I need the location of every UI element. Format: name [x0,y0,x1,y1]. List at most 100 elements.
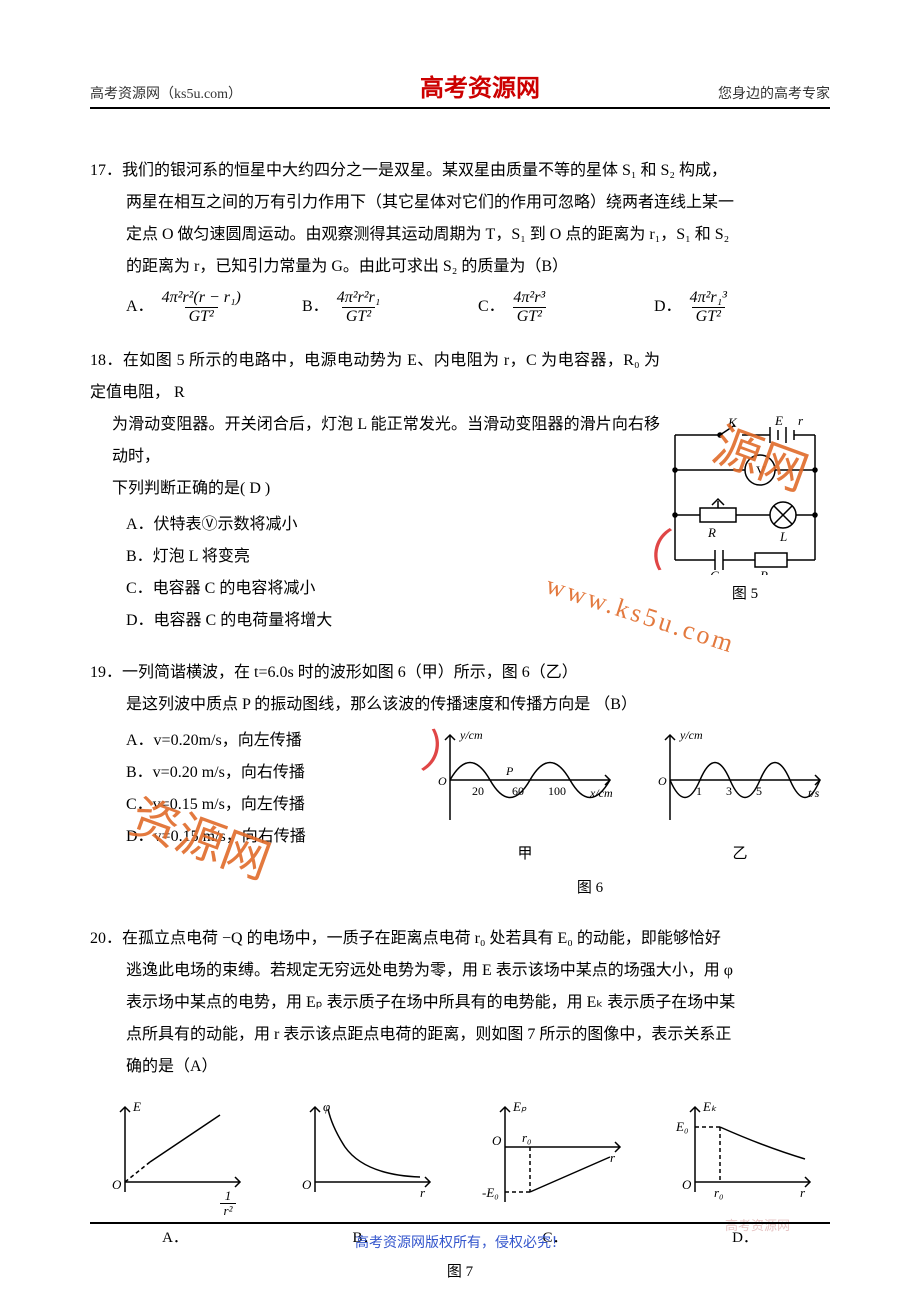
q17-opt-a: A． 4π²r²(r − r₁) GT² [126,289,302,325]
xtick: 5 [756,784,762,798]
xlabel: r [420,1185,426,1200]
q18-num: 18． [90,352,123,369]
label-R0: R₀ [759,568,772,575]
q18-text: 18．在如图 5 所示的电路中，电源电动势为 E、内电阻为 r，C 为电容器，R… [90,345,660,505]
question-17: 17．我们的银河系的恒星中大约四分之一是双星。某双星由质量不等的星体 S₁ 和 … [90,155,830,325]
xtick: 3 [726,784,732,798]
q18-line1: 在如图 5 所示的电路中，电源电动势为 E、内电阻为 r，C 为电容器，R₀ 为… [90,352,660,401]
formula-icon: 4π²r₁³ GT² [690,289,727,325]
p-label: P [505,764,514,778]
q17-line4: 的距离为 r，已知引力常量为 G。由此可求出 S₂ 的质量为（B） [126,251,568,283]
q19-opt-d: D．v=0.15 m/s，向右传播 [126,821,420,853]
q17-line2: 两星在相互之间的万有引力作用下（其它星体对它们的作用可忽略）绕两者连线上某一 [126,187,734,219]
header-right: 您身边的高考专家 [718,83,830,103]
fig6-label: 图 6 [350,873,830,903]
xtick: 60 [512,784,524,798]
header-left: 高考资源网（ks5u.com） [90,83,242,103]
svg-text:O: O [492,1133,502,1148]
q18-opt-a: A．伏特表Ⓥ示数将减小 [126,509,660,541]
label-k: K [727,415,738,430]
mE0-label: -E₀ [482,1185,499,1200]
q20-num: 20． [90,930,122,947]
q17-opt-d: D． 4π²r₁³ GT² [654,289,830,325]
formula-icon: 4π²r²(r − r₁) GT² [162,289,241,325]
opt-label: A． [126,291,154,323]
r0-label: r₀ [714,1185,724,1200]
q19-figure: y/cm x/cm O 20 60 100 P 甲 [430,721,830,869]
q17-options: A． 4π²r²(r − r₁) GT² B． 4π²r²r₁ GT² C． [126,289,830,325]
graph-icon: φ O r [290,1097,440,1217]
q17-line1: 我们的银河系的恒星中大约四分之一是双星。某双星由质量不等的星体 S₁ 和 S₂ … [122,162,727,179]
ylabel: y/cm [679,728,703,742]
label-r: r [798,415,804,428]
svg-text:O: O [302,1177,312,1192]
xtick: 100 [548,784,566,798]
q18-line3: 下列判断正确的是( D ) [112,473,270,505]
graph-icon: Eₚ O r r₀ -E₀ [480,1097,630,1217]
sublabel-yi: 乙 [650,839,830,869]
label-e: E [774,415,783,428]
q18-opt-c: C．电容器 C 的电容将减小 [126,573,660,605]
graph-icon: E O 1 r² [100,1097,250,1217]
page-footer: 高考资源网版权所有，侵权必究！ [90,1222,830,1252]
sublabel-jia: 甲 [430,839,620,869]
ylabel: Eₖ [702,1099,717,1114]
xlabel: r [610,1150,616,1165]
graph-icon: Eₖ O r E₀ r₀ [670,1097,820,1217]
ylabel: y/cm [459,728,483,742]
q19-opt-b: B．v=0.20 m/s，向右传播 [126,757,420,789]
label-v: V [756,463,766,478]
r0-label: r₀ [522,1130,532,1145]
wave-chart-icon: y/cm x/cm O 20 60 100 P [430,725,620,835]
question-18: 18．在如图 5 所示的电路中，电源电动势为 E、内电阻为 r，C 为电容器，R… [90,345,830,637]
ylabel: Eₚ [512,1099,527,1114]
q17-text: 17．我们的银河系的恒星中大约四分之一是双星。某双星由质量不等的星体 S₁ 和 … [90,155,830,283]
q19-num: 19． [90,664,122,681]
header-center: 高考资源网 [420,68,540,103]
ylabel: E [132,1099,141,1114]
opt-label: D． [654,291,682,323]
q18-figure: K E r V R L C R₀ 图 5 [660,345,830,637]
q20-line1: 在孤立点电荷 −Q 的电场中，一质子在距离点电荷 r₀ 处若具有 E₀ 的动能，… [122,930,721,947]
q17-num: 17． [90,162,122,179]
q19-opt-c: C．v=0.15 m/s，向左传播 [126,789,420,821]
q20-line2: 逃逸此电场的束缚。若规定无穷远处电势为零，用 E 表示该场中某点的场强大小，用 … [126,955,733,987]
q18-line2: 为滑动变阻器。开关闭合后，灯泡 L 能正常发光。当滑动变阻器的滑片向右移动时， [112,409,660,473]
q18-opt-b: B．灯泡 L 将变亮 [126,541,660,573]
opt-label: B． [302,291,329,323]
chart-yi: y/cm t/s O 1 3 5 乙 [650,725,830,869]
label-L: L [779,529,787,544]
q17-opt-b: B． 4π²r²r₁ GT² [302,289,478,325]
svg-text:O: O [682,1177,692,1192]
xlabel: x/cm [589,786,613,800]
svg-text:O: O [658,774,667,788]
xlabel: t/s [808,786,820,800]
q17-line3: 定点 O 做匀速圆周运动。由观察测得其运动周期为 T，S₁ 到 O 点的距离为 … [126,219,729,251]
q19-opt-a: A．v=0.20m/s，向左传播 [126,725,420,757]
formula-icon: 4π²r²r₁ GT² [337,289,381,325]
wave-chart-icon: y/cm t/s O 1 3 5 [650,725,830,835]
E0-label: E₀ [675,1119,688,1134]
q20-line5: 确的是（A） [126,1051,218,1083]
fig7-label: 图 7 [90,1257,830,1287]
opt-label: C． [478,291,505,323]
q19-options: A．v=0.20m/s，向左传播 B．v=0.20 m/s，向右传播 C．v=0… [126,725,420,853]
q17-opt-c: C． 4π²r³ GT² [478,289,654,325]
chart-jia: y/cm x/cm O 20 60 100 P 甲 [430,725,620,869]
svg-text:O: O [438,774,447,788]
q19-line1: 一列简谐横波，在 t=6.0s 时的波形如图 6（甲）所示，图 6（乙） [122,664,578,681]
circuit-diagram-icon: K E r V R L C R₀ [660,415,830,575]
xlabel: r [800,1185,806,1200]
q18-opt-d: D．电容器 C 的电荷量将增大 [126,605,660,637]
formula-icon: 4π²r³ GT² [513,289,546,325]
q20-line4: 点所具有的动能，用 r 表示该点距点电荷的距离，则如图 7 所示的图像中，表示关… [126,1019,731,1051]
ylabel: φ [323,1099,330,1114]
question-19: 19．一列简谐横波，在 t=6.0s 时的波形如图 6（甲）所示，图 6（乙） … [90,657,830,903]
q19-line2: 是这列波中质点 P 的振动图线，那么该波的传播速度和传播方向是 （B） [126,689,637,721]
label-C: C [710,568,719,575]
label-R: R [707,525,716,540]
page-content: 17．我们的银河系的恒星中大约四分之一是双星。某双星由质量不等的星体 S₁ 和 … [90,109,830,1287]
q18-options: A．伏特表Ⓥ示数将减小 B．灯泡 L 将变亮 C．电容器 C 的电容将减小 D．… [126,509,660,637]
fig5-label: 图 5 [660,579,830,609]
page-header: 高考资源网（ks5u.com） 高考资源网 您身边的高考专家 [90,68,830,109]
